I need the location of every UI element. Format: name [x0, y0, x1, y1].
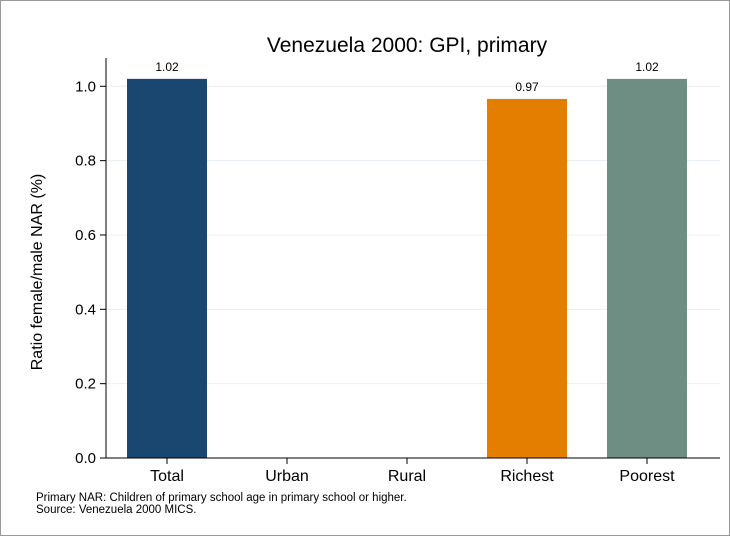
y-tick-label: 0.2 — [75, 376, 96, 393]
axes: 0.0 0.2 0.4 0.6 0.8 1.0 Total Urban Rural Richest… — [75, 58, 720, 485]
y-tick-label: 0.0 — [75, 450, 96, 467]
note-definition: Primary NAR: Children of primary school … — [36, 492, 407, 504]
data-label-total: 1.02 — [155, 60, 179, 74]
x-tick-label-total: Total — [150, 468, 184, 485]
bar-total — [127, 78, 207, 459]
x-tick-label-poorest: Poorest — [619, 468, 675, 485]
chart-notes: Primary NAR: Children of primary school … — [36, 492, 407, 516]
y-axis-label: Ratio female/male NAR (%) — [29, 174, 46, 371]
x-tick-label-rural: Rural — [388, 468, 426, 485]
y-tick-label: 0.8 — [75, 153, 96, 170]
note-source: Source: Venezuela 2000 MICS. — [36, 504, 197, 516]
bar-poorest — [607, 78, 687, 459]
y-tick-label: 1.0 — [75, 78, 96, 95]
bar-richest — [487, 98, 567, 458]
chart-title: Venezuela 2000: GPI, primary — [267, 34, 548, 57]
data-label-poorest: 1.02 — [635, 60, 659, 74]
data-label-richest: 0.97 — [515, 80, 539, 94]
x-tick-label-richest: Richest — [500, 468, 554, 485]
y-tick-label: 0.4 — [75, 301, 96, 318]
y-tick-label: 0.6 — [75, 227, 96, 244]
bars: 1.02 0.97 1.02 — [127, 60, 687, 459]
x-tick-label-urban: Urban — [265, 468, 309, 485]
